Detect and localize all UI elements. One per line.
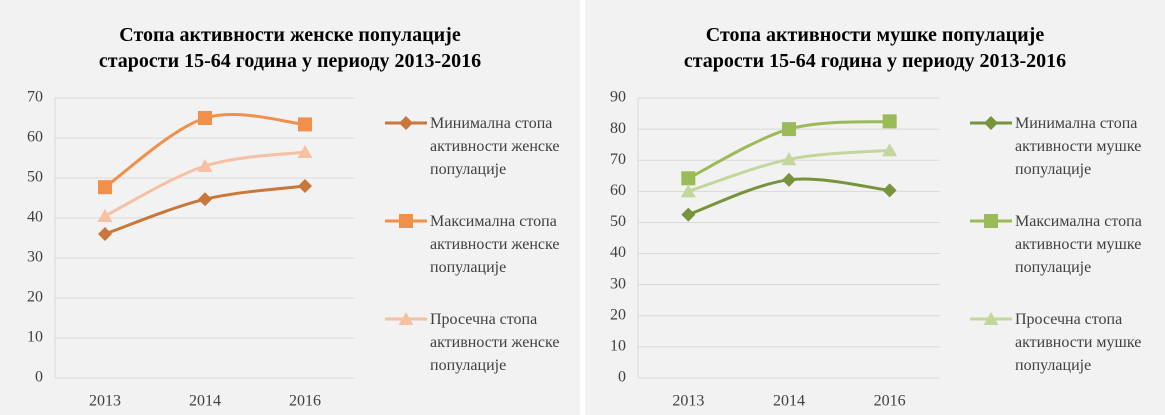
marker <box>297 145 313 158</box>
title-line: Стопа активности женске популације <box>119 24 461 46</box>
x-tick-label: 2014 <box>773 393 805 410</box>
y-tick-label: 0 <box>35 369 43 386</box>
marker <box>882 143 898 157</box>
marker <box>681 171 696 186</box>
marker <box>98 180 112 195</box>
marker <box>399 116 413 130</box>
x-tick-label: 2013 <box>89 393 121 410</box>
legend-swatch <box>385 312 427 325</box>
legend-swatch <box>385 214 427 228</box>
marker <box>680 184 696 198</box>
y-tick-label: 90 <box>610 89 626 106</box>
y-tick-label: 0 <box>618 369 626 386</box>
legend-label: Максимална стопа активности женске попул… <box>430 213 560 276</box>
marker <box>984 116 998 130</box>
marker <box>983 312 999 325</box>
marker <box>98 227 112 241</box>
legend-swatch <box>970 312 1012 325</box>
y-tick-label: 40 <box>610 244 626 261</box>
legend-label: Просечна стопа активности мушке популаци… <box>1015 311 1142 374</box>
legend-entry: Просечна стопа активности женске популац… <box>385 308 575 406</box>
chart-panel: Стопа активности мушке популације старост… <box>585 0 1165 415</box>
y-tick-label: 60 <box>610 182 626 199</box>
y-tick-label: 10 <box>27 329 43 346</box>
legend: Минимална стопа активности мушке популац… <box>970 112 1160 406</box>
series-line <box>104 112 306 189</box>
y-tick-label: 20 <box>27 289 43 306</box>
x-tick-label: 2016 <box>874 393 906 410</box>
y-tick-label: 70 <box>27 89 43 106</box>
legend-swatch <box>385 116 427 130</box>
marker <box>198 111 212 125</box>
plot: 0 10 20 30 40 50 60 70 80 90 2013 2014 2016 <box>610 89 940 410</box>
chart-title: Стопа активности женске популације старос… <box>0 22 580 74</box>
marker <box>984 214 998 228</box>
legend-entry: Максимална стопа активности женске попул… <box>385 210 575 308</box>
marker <box>782 172 796 187</box>
plot: 0 10 20 30 40 50 60 70 2013 2014 2016 <box>27 89 355 410</box>
y-tick-label: 70 <box>610 151 626 168</box>
marker <box>681 207 696 222</box>
y-tick-label: 40 <box>27 209 43 226</box>
marker <box>298 179 312 193</box>
marker <box>782 122 796 137</box>
title-line: старости 15-64 година у периоду 2013-201… <box>683 50 1067 72</box>
legend-entry: Максимална стопа активности мушке попула… <box>970 210 1160 308</box>
x-tick-label: 2013 <box>672 393 704 410</box>
legend-entry: Минимална стопа активности мушке популац… <box>970 112 1160 210</box>
marker <box>399 214 413 228</box>
legend-label: Минимална стопа активности мушке популац… <box>1015 115 1142 178</box>
marker <box>882 114 897 129</box>
marker <box>298 117 312 132</box>
title-line: старости 15-64 година у периоду 2013-201… <box>98 50 482 72</box>
legend: Минимална стопа активности женске попула… <box>385 112 575 406</box>
x-tick-label: 2016 <box>289 393 321 410</box>
y-tick-label: 50 <box>27 169 43 186</box>
title-line: Стопа активности мушке популације <box>705 24 1045 46</box>
y-tick-label: 50 <box>610 213 626 230</box>
legend-label: Просечна стопа активности женске популац… <box>430 311 560 374</box>
legend-swatch <box>970 214 1012 228</box>
marker <box>97 209 113 222</box>
marker <box>197 159 213 172</box>
marker <box>398 312 414 325</box>
legend-label: Минимална стопа активности женске попула… <box>430 115 560 178</box>
legend-entry: Просечна стопа активности мушке популаци… <box>970 308 1160 406</box>
marker <box>882 183 897 198</box>
y-tick-label: 30 <box>27 249 43 266</box>
chart-title: Стопа активности мушке популације старост… <box>585 22 1165 74</box>
y-tick-label: 80 <box>610 120 626 137</box>
legend-entry: Минимална стопа активности женске попула… <box>385 112 575 210</box>
y-tick-label: 20 <box>610 306 626 323</box>
y-tick-label: 10 <box>610 338 626 355</box>
y-tick-label: 60 <box>27 129 43 146</box>
marker <box>781 152 797 166</box>
x-tick-label: 2014 <box>189 393 221 410</box>
legend-label: Максимална стопа активности мушке попула… <box>1015 213 1142 276</box>
y-tick-label: 30 <box>610 275 626 292</box>
legend-swatch <box>970 116 1012 130</box>
marker <box>198 192 212 207</box>
chart-panel: Стопа активности женске популације старос… <box>0 0 580 415</box>
